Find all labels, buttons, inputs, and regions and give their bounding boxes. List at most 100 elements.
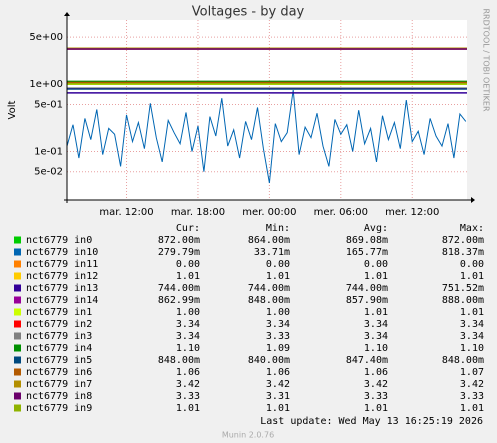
legend-stat: 1.06 <box>266 367 290 378</box>
axes: 5e+00 1e+00 5e-01 1e-01 5e-02 mar. 12:00 mar. … <box>29 12 475 218</box>
legend-header: Min: <box>266 223 290 234</box>
legend-stat: 869.08m <box>346 235 388 246</box>
legend-stat: 1.09 <box>266 343 290 354</box>
legend-stat: 848.00m <box>158 355 200 366</box>
legend-stat: 1.00 <box>176 307 200 318</box>
legend-swatch <box>14 260 21 268</box>
legend-stat: 3.33 <box>176 391 200 402</box>
axis-arrow <box>64 12 70 16</box>
legend-swatch <box>14 380 21 388</box>
last-update: Last update: Wed May 13 16:25:19 2026 <box>260 416 483 427</box>
legend-stat: 3.34 <box>460 319 484 330</box>
legend-stat: 3.33 <box>364 391 388 402</box>
legend-label: nct6779 in5 <box>26 355 92 366</box>
legend-stat: 3.31 <box>266 391 290 402</box>
legend-stat: 857.90m <box>346 295 388 306</box>
legend-stat: 848.00m <box>248 295 290 306</box>
legend-label: nct6779 in0 <box>26 235 92 246</box>
legend-stat: 1.01 <box>176 271 200 282</box>
legend-stat: 1.01 <box>176 403 200 414</box>
x-tick-label: mar. 12:00 <box>99 207 153 218</box>
legend-stat: 848.00m <box>442 355 484 366</box>
legend-label: nct6779 in8 <box>26 391 92 402</box>
legend-stat: 165.77m <box>346 247 388 258</box>
legend-stat: 744.00m <box>346 283 388 294</box>
legend-label: nct6779 in1 <box>26 307 92 318</box>
legend-swatch <box>14 284 21 292</box>
legend-stat: 3.42 <box>266 379 290 390</box>
legend-stat: 1.01 <box>460 307 484 318</box>
series-line <box>66 90 467 184</box>
legend-swatch <box>14 308 21 316</box>
legend-swatch <box>14 236 21 244</box>
legend-label: nct6779 in12 <box>26 271 98 282</box>
legend-stat: 1.07 <box>460 367 484 378</box>
side-label: RRDTOOL / TOBI OETIKER <box>482 8 491 111</box>
legend-label: nct6779 in7 <box>26 379 92 390</box>
legend-stat: 0.00 <box>176 259 200 270</box>
footer: Munin 2.0.76 <box>222 431 274 440</box>
legend-label: nct6779 in11 <box>26 259 98 270</box>
legend-stat: 1.01 <box>460 271 484 282</box>
y-tick-label: 5e-01 <box>34 99 63 110</box>
legend-stat: 1.10 <box>176 343 200 354</box>
y-tick-label: 5e+00 <box>29 32 63 43</box>
legend-stat: 888.00m <box>442 295 484 306</box>
legend-label: nct6779 in2 <box>26 319 92 330</box>
legend-stat: 1.01 <box>266 403 290 414</box>
x-tick-label: mer. 06:00 <box>314 207 368 218</box>
legend-stat: 3.34 <box>364 331 388 342</box>
legend-swatch <box>14 332 21 340</box>
x-tick-label: mer. 00:00 <box>242 207 296 218</box>
legend-stat: 1.00 <box>266 307 290 318</box>
legend-label: nct6779 in14 <box>26 295 98 306</box>
legend-header: Avg: <box>364 223 388 234</box>
legend-stat: 1.06 <box>176 367 200 378</box>
legend-swatch <box>14 392 21 400</box>
legend-stat: 1.10 <box>364 343 388 354</box>
legend-stat: 3.42 <box>460 379 484 390</box>
legend-label: nct6779 in6 <box>26 367 92 378</box>
legend-stat: 3.42 <box>176 379 200 390</box>
legend-header: Cur: <box>176 223 200 234</box>
marks <box>66 47 467 184</box>
legend-stat: 3.34 <box>460 331 484 342</box>
legend-stat: 872.00m <box>442 235 484 246</box>
legend-swatch <box>14 356 21 364</box>
legend-label: nct6779 in9 <box>26 403 92 414</box>
legend-stat: 872.00m <box>158 235 200 246</box>
legend-stat: 1.01 <box>364 307 388 318</box>
legend-stat: 3.42 <box>364 379 388 390</box>
legend-stat: 1.01 <box>364 403 388 414</box>
legend-swatch <box>14 248 21 256</box>
x-tick-label: mar. 18:00 <box>171 207 225 218</box>
legend-label: nct6779 in3 <box>26 331 92 342</box>
legend-header: Max: <box>460 223 484 234</box>
legend-swatch <box>14 344 21 352</box>
grid <box>67 20 467 200</box>
y-tick-label: 5e-02 <box>34 167 63 178</box>
legend-stat: 847.40m <box>346 355 388 366</box>
legend-stat: 840.00m <box>248 355 290 366</box>
legend-swatch <box>14 320 21 328</box>
legend-stat: 0.00 <box>460 259 484 270</box>
legend-stat: 1.01 <box>460 403 484 414</box>
legend-swatch <box>14 404 21 412</box>
legend-stat: 1.01 <box>364 271 388 282</box>
legend-stat: 1.06 <box>364 367 388 378</box>
legend-stat: 3.34 <box>176 319 200 330</box>
legend-stat: 1.01 <box>266 271 290 282</box>
legend-swatch <box>14 272 21 280</box>
legend-stat: 744.00m <box>158 283 200 294</box>
y-axis-label: Volt <box>7 100 18 119</box>
legend-stat: 818.37m <box>442 247 484 258</box>
legend-stat: 3.33 <box>266 331 290 342</box>
chart-title: Voltages - by day <box>192 5 305 20</box>
legend-swatch <box>14 368 21 376</box>
legend-label: nct6779 in10 <box>26 247 98 258</box>
legend-label: nct6779 in4 <box>26 343 92 354</box>
y-tick-label: 1e+00 <box>29 79 63 90</box>
legend-stat: 862.99m <box>158 295 200 306</box>
legend-stat: 3.34 <box>364 319 388 330</box>
